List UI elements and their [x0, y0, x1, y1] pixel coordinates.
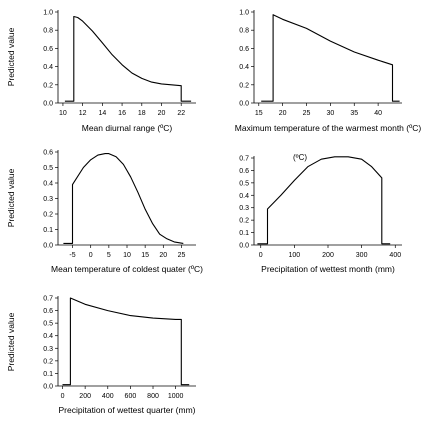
panel-max-temp-warmest-month: 0.0 0.2 0.4 0.6 0.8 1.0 15 20 25 30 35 40 Maximum te…: [235, 10, 422, 134]
x-axis-label: Precipitation of wettest month (mm): [261, 264, 395, 274]
x-tick-label: 15: [255, 110, 263, 117]
x-tick-label: 1000: [168, 393, 184, 400]
y-tick-label: 0.2: [239, 82, 249, 89]
x-tick-label: 800: [147, 393, 159, 400]
y-tick-label: 1.0: [239, 10, 249, 17]
y-tick-label: 0.0: [43, 101, 53, 108]
y-tick-label: 0.0: [239, 101, 249, 108]
y-tick-label: 0.0: [239, 243, 249, 250]
y-tick-label: 0.2: [43, 212, 53, 219]
y-tick-label: 0.5: [43, 165, 53, 172]
response-curve: [261, 14, 400, 102]
y-tick-label: 0.6: [43, 308, 53, 315]
y-tick-label: 0.6: [43, 150, 53, 157]
y-tick-label: 0.2: [43, 358, 53, 365]
y-axis-label: Predicted value: [6, 168, 16, 227]
x-axis-label: Maximum temperature of the warmest month…: [235, 123, 422, 133]
y-axis-label: Predicted value: [6, 27, 16, 86]
y-tick-label: 0.5: [239, 180, 249, 187]
x-tick-label: 20: [159, 252, 167, 259]
y-tick-label: 0.1: [239, 230, 249, 237]
y-tick-label: 0.1: [43, 371, 53, 378]
x-axis-label: Precipitation of wettest quarter (mm): [59, 405, 196, 415]
y-tick-label: 0.4: [43, 333, 53, 340]
x-tick-label: -5: [69, 252, 75, 259]
x-tick-label: 5: [107, 252, 111, 259]
x-tick-label: 22: [177, 110, 185, 117]
x-tick-label: 16: [118, 110, 126, 117]
y-tick-label: 0.5: [43, 321, 53, 328]
x-tick-label: 14: [98, 110, 106, 117]
y-tick-label: 0.2: [239, 218, 249, 225]
panel-precip-wettest-quarter: 0.0 0.1 0.2 0.3 0.4 0.5 0.6 0.7 0 200 400 600 800 100…: [6, 296, 196, 415]
x-tick-label: 20: [279, 110, 287, 117]
y-axis-label: Predicted value: [6, 312, 16, 371]
y-tick-label: 0.7: [239, 156, 249, 163]
y-tick-label: 0.3: [43, 346, 53, 353]
x-tick-label: 10: [123, 252, 131, 259]
x-tick-label: 400: [102, 393, 114, 400]
y-tick-label: 0.7: [43, 296, 53, 303]
x-tick-label: 25: [303, 110, 311, 117]
x-tick-label: 100: [289, 252, 301, 259]
y-tick-label: 0.4: [43, 64, 53, 71]
response-curve: [62, 297, 190, 386]
y-tick-label: 0.6: [239, 46, 249, 53]
x-axis-label: Mean diurnal range (ºC): [82, 123, 173, 133]
panel-precip-wettest-month: 0.0 0.1 0.2 0.3 0.4 0.5 0.6 0.7 0 100 200 300 400 Pre…: [239, 153, 402, 274]
x-tick-label: 200: [79, 393, 91, 400]
x-tick-label: 0: [259, 252, 263, 259]
x-tick-label: 0: [61, 393, 65, 400]
x-tick-label: 18: [138, 110, 146, 117]
x-tick-label: 200: [322, 252, 334, 259]
response-curve: [64, 15, 192, 102]
response-curve: [257, 156, 391, 245]
panel-mean-temp-coldest-quarter: 0.0 0.1 0.2 0.3 0.4 0.5 0.6 -5 0 5 10 15 20 25 Mean te…: [6, 150, 203, 275]
y-tick-label: 0.6: [239, 168, 249, 175]
annotation-label: (ºC): [293, 153, 307, 162]
x-tick-label: 12: [79, 110, 87, 117]
y-tick-label: 0.3: [239, 205, 249, 212]
x-tick-label: 300: [356, 252, 368, 259]
x-tick-label: 40: [374, 110, 382, 117]
panel-mean-diurnal-range: 0.0 0.2 0.4 0.6 0.8 1.0 10 12 14 16 18 20 22 Mean diu…: [6, 10, 196, 133]
x-tick-label: 15: [141, 252, 149, 259]
y-tick-label: 0.4: [239, 64, 249, 71]
y-tick-label: 0.4: [239, 193, 249, 200]
y-tick-label: 0.2: [43, 82, 53, 89]
x-tick-label: 25: [178, 252, 186, 259]
x-axis-label: Mean temperature of coldest quater (ºC): [51, 264, 203, 274]
y-tick-label: 0.1: [43, 227, 53, 234]
y-tick-label: 1.0: [43, 10, 53, 17]
y-tick-label: 0.3: [43, 196, 53, 203]
y-tick-label: 0.8: [239, 28, 249, 35]
x-tick-label: 0: [89, 252, 93, 259]
x-tick-label: 30: [326, 110, 334, 117]
x-tick-label: 10: [59, 110, 67, 117]
x-tick-label: 20: [158, 110, 166, 117]
y-tick-label: 0.4: [43, 181, 53, 188]
y-tick-label: 0.0: [43, 384, 53, 391]
y-tick-label: 0.6: [43, 46, 53, 53]
y-tick-label: 0.0: [43, 243, 53, 250]
x-tick-label: 600: [125, 393, 137, 400]
x-tick-label: 400: [389, 252, 401, 259]
response-curve: [63, 153, 184, 244]
y-tick-label: 0.8: [43, 28, 53, 35]
x-tick-label: 35: [350, 110, 358, 117]
